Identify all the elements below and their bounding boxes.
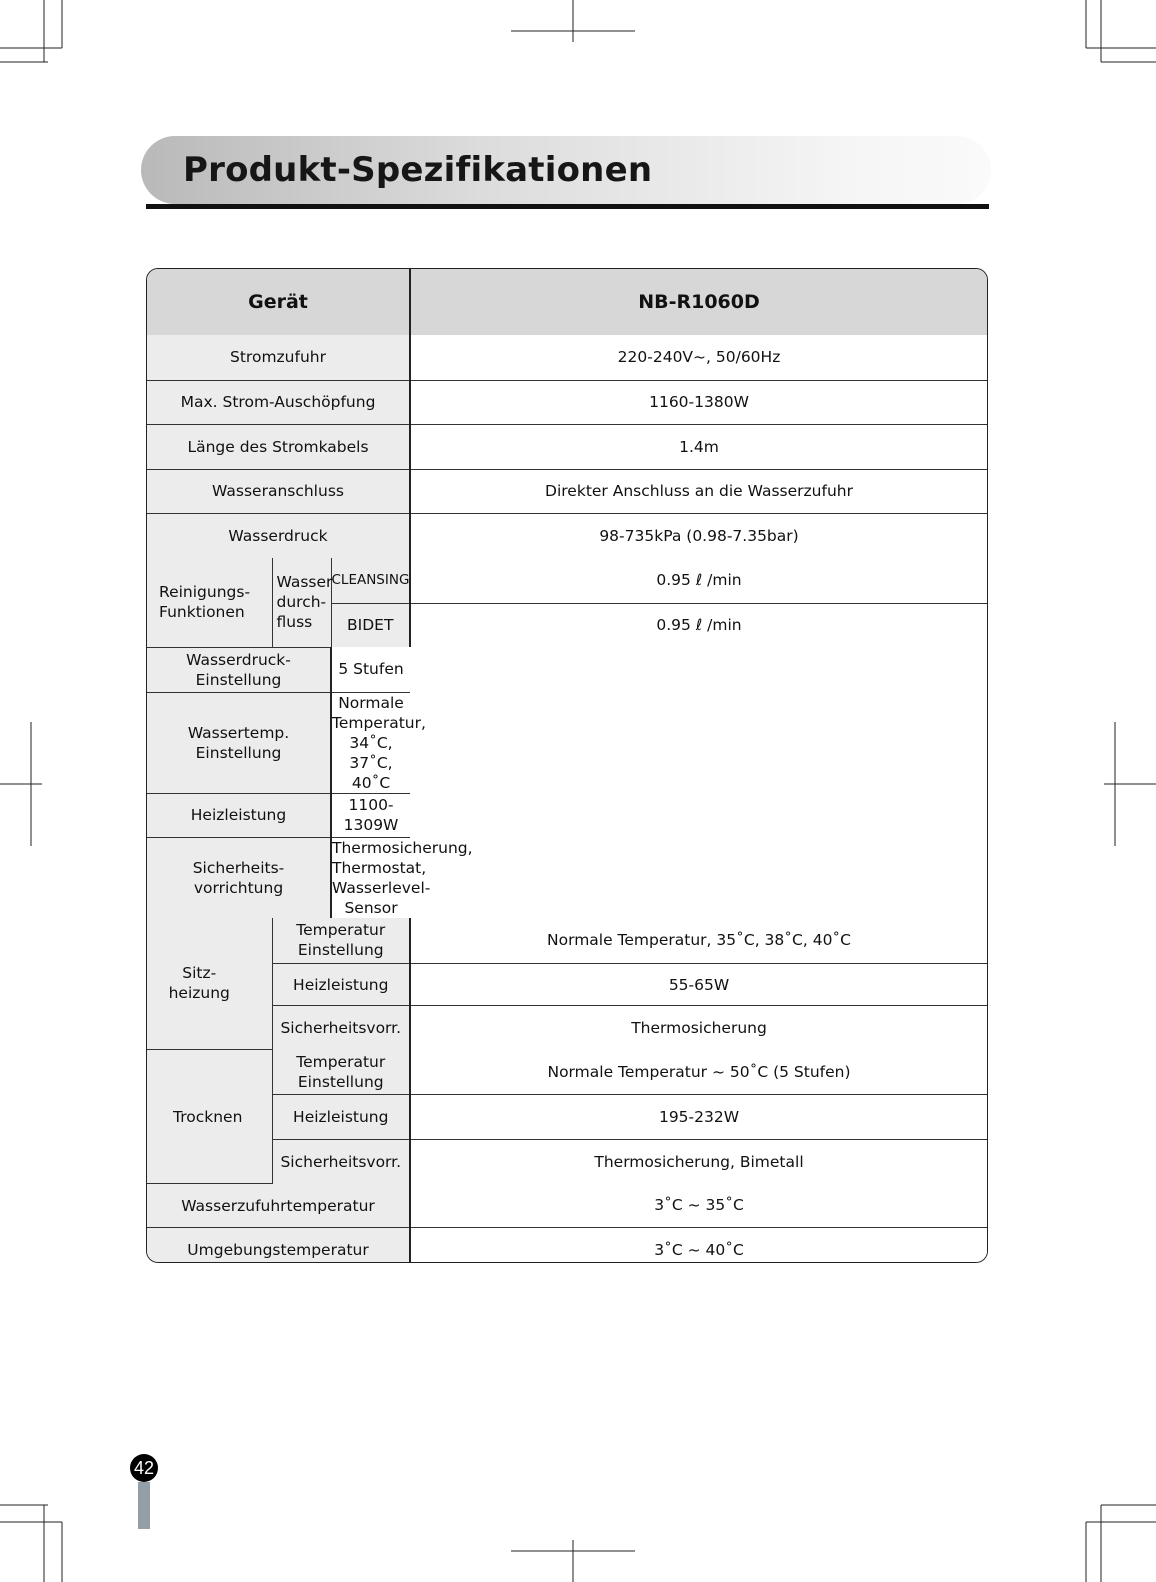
row-label: Wasserdruck (147, 512, 412, 558)
table-row: Trocknen Temperatur Einstellung Normale Te… (147, 1049, 987, 1184)
table-row: Sicherheitsvorr. Thermosicherung, Bimetal… (147, 1139, 987, 1184)
row-value: Normale Temperatur, 35˚C, 38˚C, 40˚C (409, 917, 987, 964)
row-value: Normale Temperatur ~ 50˚C (5 Stufen) (409, 1049, 987, 1095)
flow-label: Wasser durch- fluss (271, 558, 332, 648)
group-label: Trocknen (147, 1049, 273, 1184)
row-value: Thermosicherung, Thermostat, Wasserlevel… (330, 836, 473, 918)
header-value: NB-R1060D (409, 269, 987, 335)
table-row: Wasserzufuhrtemperatur 3˚C ~ 35˚C (147, 1183, 987, 1228)
row-label: Länge des Stromkabels (147, 423, 412, 470)
table-row: Sicherheitsvorr. Thermosicherung (147, 1005, 987, 1050)
bidet-value: 0.95 ℓ /min (409, 602, 987, 647)
row-value: 1100-1309W (330, 792, 411, 838)
page-tab-bar (138, 1482, 150, 1529)
group-label: Sitz- heizung (147, 917, 273, 1050)
page-number: 42 (130, 1454, 158, 1482)
row-label: Max. Strom-Auschöpfung (147, 379, 412, 425)
row-label: Sicherheitsvorr. (272, 1139, 412, 1184)
row-label: Wasserdruck- Einstellung (147, 647, 332, 693)
table-row: Heizleistung 1100-1309W (147, 792, 987, 838)
title-divider (146, 204, 989, 209)
header-label: Gerät (147, 269, 412, 335)
table-row: Wasserdruck 98-735kPa (0.98-7.35bar) (147, 512, 987, 558)
row-value: 3˚C ~ 35˚C (409, 1183, 987, 1228)
table-row: Stromzufuhr 220-240V~, 50/60Hz (147, 335, 987, 381)
row-value: 220-240V~, 50/60Hz (409, 335, 987, 381)
row-label: Sicherheitsvorr. (272, 1005, 412, 1050)
row-value: 3˚C ~ 40˚C (409, 1227, 987, 1262)
cleansing-label: CLEANSING (330, 558, 412, 604)
table-header-row: Gerät NB-R1060D (147, 269, 987, 335)
table-row: Sicherheits- vorrichtung Thermosicherung,… (147, 836, 987, 918)
bidet-label: BIDET (331, 602, 412, 647)
row-value: 55-65W (409, 963, 987, 1006)
table-row: Heizleistung 55-65W (147, 963, 987, 1006)
table-row: Max. Strom-Auschöpfung 1160-1380W (147, 379, 987, 425)
table-row: Sitz- heizung Temperatur Einstellung Norma… (147, 917, 987, 1050)
row-label: Wasserzufuhrtemperatur (147, 1183, 412, 1228)
row-value: 5 Stufen (330, 647, 411, 693)
row-label: Heizleistung (272, 963, 412, 1006)
group-label: Reinigungs- Funktionen (147, 558, 273, 648)
page-title: Produkt-Spezifikationen (183, 150, 653, 190)
table-row: Umgebungstemperatur 3˚C ~ 40˚C (147, 1227, 987, 1262)
row-value: Normale Temperatur, 34˚C, 37˚C, 40˚C (330, 691, 426, 794)
row-value: 1.4m (409, 423, 987, 470)
table-row: Wassertemp. Einstellung Normale Temperatu… (147, 691, 987, 794)
row-label: Heizleistung (147, 792, 332, 838)
row-value: Direkter Anschluss an die Wasserzufuhr (409, 468, 987, 514)
table-row: Heizleistung 195-232W (147, 1094, 987, 1140)
row-label: Sicherheits- vorrichtung (147, 836, 332, 918)
row-value: 195-232W (409, 1094, 987, 1140)
row-label: Temperatur Einstellung (271, 1049, 412, 1095)
table-row: BIDET 0.95 ℓ /min (147, 602, 987, 647)
cleansing-value: 0.95 ℓ /min (409, 558, 987, 604)
row-label: Stromzufuhr (147, 335, 412, 381)
spec-table: Gerät NB-R1060D Stromzufuhr 220-240V~, 50… (146, 268, 988, 1263)
row-label: Temperatur Einstellung (271, 917, 412, 964)
row-label: Wasseranschluss (147, 468, 412, 514)
table-row: Länge des Stromkabels 1.4m (147, 423, 987, 470)
title-band: Produkt-Spezifikationen (141, 136, 991, 204)
row-value: 98-735kPa (0.98-7.35bar) (409, 512, 987, 558)
row-value: Thermosicherung, Bimetall (409, 1139, 987, 1184)
row-label: Heizleistung (272, 1094, 412, 1140)
row-value: 1160-1380W (409, 379, 987, 425)
row-label: Umgebungstemperatur (147, 1227, 412, 1262)
row-label: Wassertemp. Einstellung (147, 691, 332, 794)
table-row: Wasseranschluss Direkter Anschluss an die… (147, 468, 987, 514)
table-row: Wasserdruck- Einstellung 5 Stufen (147, 647, 987, 693)
table-row: Reinigungs- Funktionen Wasser durch- flu… (147, 558, 987, 648)
row-value: Thermosicherung (409, 1005, 987, 1050)
